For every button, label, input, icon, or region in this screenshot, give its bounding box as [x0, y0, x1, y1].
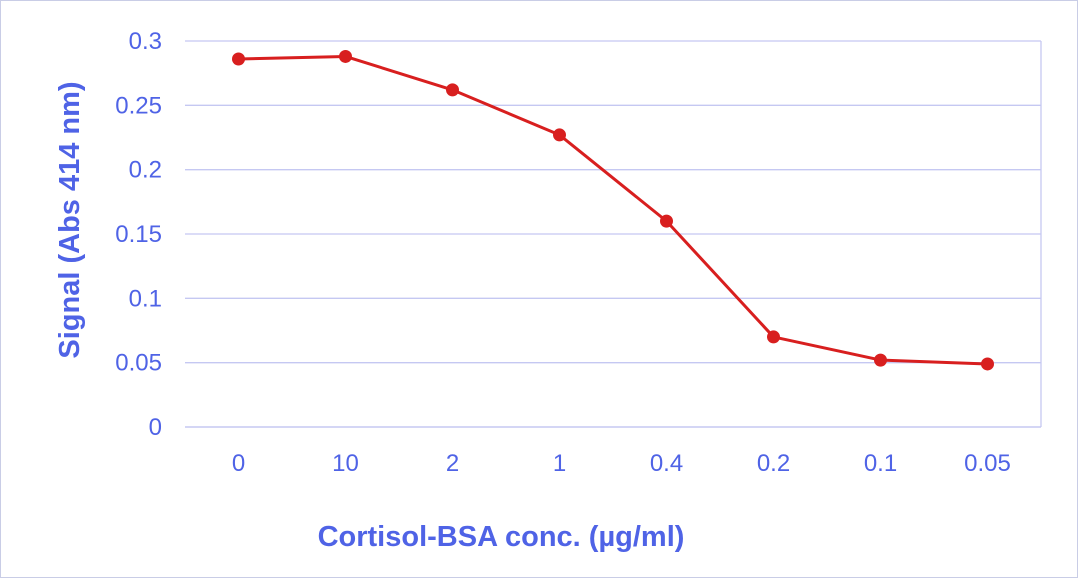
- data-point: [660, 214, 673, 228]
- y-axis-ticks: 0 0.05 0.1 0.15 0.2 0.25 0.3: [115, 28, 162, 441]
- x-tick-label: 0.2: [757, 450, 790, 477]
- y-tick-label: 0: [149, 414, 162, 441]
- data-point: [767, 330, 780, 344]
- data-point: [339, 49, 352, 63]
- x-axis-title: Cortisol-BSA conc. (µg/ml): [318, 521, 685, 553]
- x-tick-label: 2: [446, 450, 459, 477]
- data-point: [446, 83, 459, 97]
- data-point: [232, 52, 245, 66]
- y-axis-title: Signal (Abs 414 nm): [54, 81, 86, 358]
- x-axis-ticks: 0 10 2 1 0.4 0.2 0.1 0.05: [232, 450, 1011, 477]
- y-tick-label: 0.15: [115, 221, 162, 248]
- series-line: [238, 54, 988, 366]
- x-tick-label: 10: [332, 450, 359, 477]
- x-tick-label: 0.4: [650, 450, 683, 477]
- y-tick-label: 0.1: [129, 285, 162, 312]
- data-point: [553, 128, 566, 142]
- x-tick-label: 0.05: [964, 450, 1011, 477]
- x-tick-label: 0.1: [864, 450, 897, 477]
- series-points: [232, 49, 994, 371]
- data-point: [874, 353, 887, 367]
- y-tick-label: 0.3: [129, 28, 162, 55]
- grid-layer: [185, 40, 1042, 428]
- x-tick-label: 1: [553, 450, 566, 477]
- data-point: [981, 357, 994, 371]
- y-tick-label: 0.2: [129, 157, 162, 184]
- y-tick-label: 0.05: [115, 350, 162, 377]
- x-tick-label: 0: [232, 450, 245, 477]
- y-tick-label: 0.25: [115, 92, 162, 119]
